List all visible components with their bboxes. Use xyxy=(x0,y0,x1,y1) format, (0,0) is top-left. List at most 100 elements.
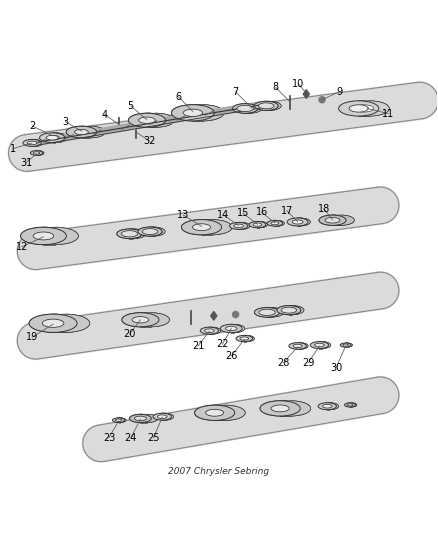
Ellipse shape xyxy=(39,133,65,142)
Polygon shape xyxy=(52,135,62,140)
Ellipse shape xyxy=(240,337,249,340)
Ellipse shape xyxy=(290,343,308,349)
Text: 5: 5 xyxy=(128,101,134,111)
Polygon shape xyxy=(201,224,221,231)
Polygon shape xyxy=(209,327,221,334)
Ellipse shape xyxy=(346,403,357,407)
Polygon shape xyxy=(162,415,169,418)
Ellipse shape xyxy=(181,104,224,121)
Ellipse shape xyxy=(254,101,278,110)
Ellipse shape xyxy=(75,126,106,138)
Text: 30: 30 xyxy=(330,363,342,373)
Ellipse shape xyxy=(29,314,77,333)
Polygon shape xyxy=(346,344,350,346)
Text: 13: 13 xyxy=(177,210,189,220)
Polygon shape xyxy=(297,344,304,348)
Polygon shape xyxy=(215,409,234,416)
Ellipse shape xyxy=(251,221,268,228)
Ellipse shape xyxy=(141,227,165,236)
Ellipse shape xyxy=(128,113,166,127)
Ellipse shape xyxy=(220,325,242,333)
Polygon shape xyxy=(32,140,43,147)
Polygon shape xyxy=(52,133,68,142)
Ellipse shape xyxy=(183,109,202,117)
Ellipse shape xyxy=(138,227,162,236)
Ellipse shape xyxy=(205,409,224,416)
Ellipse shape xyxy=(30,151,42,155)
Text: 19: 19 xyxy=(26,332,38,342)
Ellipse shape xyxy=(46,135,58,140)
Ellipse shape xyxy=(322,405,332,408)
Circle shape xyxy=(233,311,239,318)
Ellipse shape xyxy=(205,329,214,333)
Polygon shape xyxy=(239,224,246,228)
Ellipse shape xyxy=(318,403,336,410)
Polygon shape xyxy=(258,221,268,228)
Polygon shape xyxy=(119,418,126,423)
Ellipse shape xyxy=(343,344,349,346)
Text: 10: 10 xyxy=(292,79,304,89)
Ellipse shape xyxy=(325,217,340,223)
Polygon shape xyxy=(359,105,379,112)
Ellipse shape xyxy=(310,342,328,349)
Polygon shape xyxy=(147,113,174,127)
Polygon shape xyxy=(332,215,354,225)
Ellipse shape xyxy=(117,229,142,239)
Text: 7: 7 xyxy=(233,87,239,97)
Ellipse shape xyxy=(354,105,374,112)
Ellipse shape xyxy=(130,414,151,423)
Polygon shape xyxy=(141,313,170,327)
Ellipse shape xyxy=(155,413,173,420)
Ellipse shape xyxy=(234,224,244,228)
Text: 1: 1 xyxy=(10,143,16,154)
Ellipse shape xyxy=(289,218,310,226)
Polygon shape xyxy=(245,103,262,113)
Ellipse shape xyxy=(271,401,311,416)
Ellipse shape xyxy=(259,309,275,316)
Ellipse shape xyxy=(121,229,146,239)
Polygon shape xyxy=(162,413,173,420)
Polygon shape xyxy=(81,126,106,138)
Polygon shape xyxy=(141,414,158,423)
Text: 26: 26 xyxy=(225,351,237,361)
Ellipse shape xyxy=(293,344,302,348)
Ellipse shape xyxy=(347,404,353,406)
Ellipse shape xyxy=(192,220,232,235)
Polygon shape xyxy=(244,335,254,342)
Ellipse shape xyxy=(115,419,122,422)
Polygon shape xyxy=(147,117,164,124)
Polygon shape xyxy=(327,405,334,408)
Ellipse shape xyxy=(233,103,258,113)
Ellipse shape xyxy=(136,414,158,423)
Text: 28: 28 xyxy=(277,358,290,368)
Text: 6: 6 xyxy=(176,92,182,102)
Ellipse shape xyxy=(345,403,356,407)
Polygon shape xyxy=(231,326,240,330)
Ellipse shape xyxy=(158,415,167,418)
Ellipse shape xyxy=(223,325,245,333)
Polygon shape xyxy=(327,403,339,410)
Text: 24: 24 xyxy=(125,433,137,442)
Polygon shape xyxy=(275,220,284,226)
Polygon shape xyxy=(350,404,354,406)
Polygon shape xyxy=(266,101,281,110)
Polygon shape xyxy=(319,342,331,349)
Ellipse shape xyxy=(253,223,262,226)
Ellipse shape xyxy=(271,405,289,412)
Ellipse shape xyxy=(258,308,284,317)
Text: 29: 29 xyxy=(302,358,314,368)
Ellipse shape xyxy=(171,104,214,121)
Text: 4: 4 xyxy=(102,110,108,119)
Ellipse shape xyxy=(226,326,237,330)
Ellipse shape xyxy=(121,231,138,237)
Ellipse shape xyxy=(269,220,284,226)
Polygon shape xyxy=(350,403,357,407)
Polygon shape xyxy=(53,314,90,333)
Polygon shape xyxy=(245,106,258,111)
Ellipse shape xyxy=(202,327,221,334)
Ellipse shape xyxy=(267,220,283,226)
Polygon shape xyxy=(359,101,389,116)
Ellipse shape xyxy=(153,413,171,420)
Polygon shape xyxy=(297,220,305,224)
Polygon shape xyxy=(211,311,217,320)
